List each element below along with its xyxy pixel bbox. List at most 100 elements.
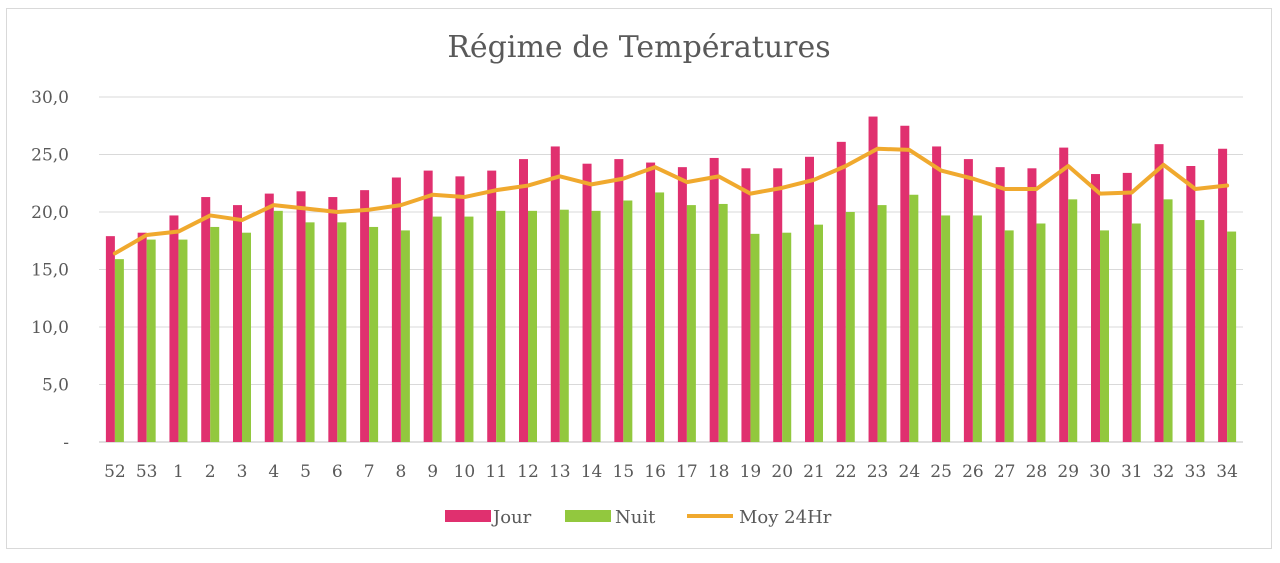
x-tick-label: 9 bbox=[427, 462, 438, 482]
bar-jour bbox=[963, 159, 973, 442]
bar-jour bbox=[677, 167, 687, 442]
x-tick-label: 15 bbox=[613, 462, 635, 482]
x-tick-label: 26 bbox=[962, 462, 984, 482]
bar-nuit bbox=[591, 210, 601, 442]
x-tick-label: 25 bbox=[930, 462, 952, 482]
bar-nuit bbox=[1100, 230, 1109, 442]
x-tick-label: 21 bbox=[803, 462, 825, 482]
bar-jour bbox=[836, 141, 846, 442]
bar-jour bbox=[1186, 166, 1196, 442]
bar-jour bbox=[519, 159, 528, 442]
x-tick-label: 1 bbox=[173, 462, 184, 482]
bar-nuit bbox=[1068, 199, 1078, 442]
bar-jour bbox=[328, 197, 338, 442]
x-tick-label: 13 bbox=[549, 462, 571, 482]
bar-jour bbox=[805, 156, 814, 443]
bar-nuit bbox=[877, 205, 887, 442]
x-tick-label: 10 bbox=[454, 462, 476, 482]
bar-jour bbox=[423, 170, 433, 442]
y-tick-label: - bbox=[63, 433, 69, 453]
legend: Jour Nuit Moy 24Hr bbox=[445, 507, 832, 528]
bar-jour bbox=[995, 167, 1005, 442]
bar-nuit bbox=[432, 216, 442, 442]
bar-nuit bbox=[1227, 231, 1237, 442]
x-tick-label: 53 bbox=[136, 462, 158, 482]
series-line-moy-24hr bbox=[112, 146, 1230, 256]
x-tick-label: 4 bbox=[268, 462, 279, 482]
x-tick-label: 27 bbox=[994, 462, 1016, 482]
y-tick-label: 10,0 bbox=[31, 318, 69, 338]
bar-nuit bbox=[972, 215, 982, 442]
x-tick-label: 31 bbox=[1121, 462, 1143, 482]
bar-jour bbox=[391, 177, 401, 442]
bar-jour bbox=[614, 159, 624, 442]
x-tick-label: 6 bbox=[332, 462, 343, 482]
chart-svg: Régime de Températures - 5,0 10,0 15,0 20,0 2… bbox=[31, 30, 1243, 528]
x-tick-label: 2 bbox=[205, 462, 216, 482]
bar-jour bbox=[868, 116, 878, 443]
bar-nuit bbox=[623, 200, 633, 442]
x-tick-label: 22 bbox=[835, 462, 857, 482]
bar-jour bbox=[1027, 168, 1037, 443]
bar-jour bbox=[169, 215, 179, 442]
average-line bbox=[112, 146, 1230, 256]
bar-jour bbox=[709, 157, 719, 442]
x-axis-ticks: 52 53 1 2 3 4 5 6 7 8 9 10 11 12 13 14 15 16 17 18 19 20 21 22 2… bbox=[104, 462, 1238, 482]
bar-nuit bbox=[845, 212, 855, 442]
bar-nuit bbox=[1131, 223, 1141, 442]
y-tick-label: 25,0 bbox=[31, 146, 69, 166]
x-tick-label: 19 bbox=[740, 462, 762, 482]
x-tick-label: 11 bbox=[485, 462, 507, 482]
bar-jour bbox=[773, 168, 783, 443]
bar-jour bbox=[550, 146, 560, 442]
bar-jour bbox=[1218, 148, 1228, 442]
bar-jour bbox=[582, 163, 592, 442]
bar-jour bbox=[296, 191, 306, 442]
legend-swatch bbox=[445, 510, 491, 522]
bar-nuit bbox=[1004, 230, 1014, 442]
bar-nuit bbox=[909, 194, 919, 442]
y-tick-label: 15,0 bbox=[31, 261, 69, 281]
bar-nuit bbox=[559, 209, 569, 442]
bar-nuit bbox=[400, 230, 410, 442]
bar-jour bbox=[455, 176, 465, 442]
y-tick-label: 5,0 bbox=[42, 376, 69, 396]
bar-jour bbox=[137, 232, 147, 442]
bar-jour bbox=[487, 170, 497, 442]
x-tick-label: 33 bbox=[1185, 462, 1207, 482]
x-tick-label: 14 bbox=[581, 462, 603, 482]
bar-nuit bbox=[114, 259, 124, 442]
bar-nuit bbox=[814, 224, 823, 442]
bar-jour bbox=[233, 205, 242, 442]
bar-nuit bbox=[273, 210, 283, 442]
bar-jour bbox=[1059, 147, 1069, 442]
bar-nuit bbox=[337, 222, 347, 442]
bar-nuit bbox=[528, 210, 537, 442]
x-tick-label: 16 bbox=[644, 462, 666, 482]
bar-nuit bbox=[178, 239, 188, 442]
chart-title: Régime de Températures bbox=[447, 30, 830, 65]
bar-jour bbox=[900, 125, 910, 442]
bar-jour bbox=[741, 168, 751, 443]
x-tick-label: 52 bbox=[104, 462, 126, 482]
bar-nuit bbox=[686, 205, 696, 442]
bar-nuit bbox=[496, 210, 506, 442]
bar-nuit bbox=[1195, 220, 1205, 442]
gridlines bbox=[99, 96, 1243, 443]
bar-jour bbox=[1122, 172, 1132, 442]
bar-nuit bbox=[782, 232, 792, 442]
x-tick-label: 17 bbox=[676, 462, 698, 482]
bar-jour bbox=[201, 197, 211, 442]
bar-nuit bbox=[210, 226, 220, 442]
bar-nuit bbox=[1163, 199, 1173, 442]
legend-label: Nuit bbox=[615, 507, 656, 528]
bar-nuit bbox=[369, 226, 379, 442]
bar-nuit bbox=[750, 233, 760, 442]
bar-jour bbox=[1154, 144, 1164, 442]
bar-jour bbox=[360, 190, 370, 442]
x-tick-label: 18 bbox=[708, 462, 730, 482]
bar-nuit bbox=[464, 216, 474, 442]
y-tick-label: 30,0 bbox=[31, 88, 69, 108]
bar-nuit bbox=[146, 239, 156, 442]
x-tick-label: 34 bbox=[1216, 462, 1238, 482]
